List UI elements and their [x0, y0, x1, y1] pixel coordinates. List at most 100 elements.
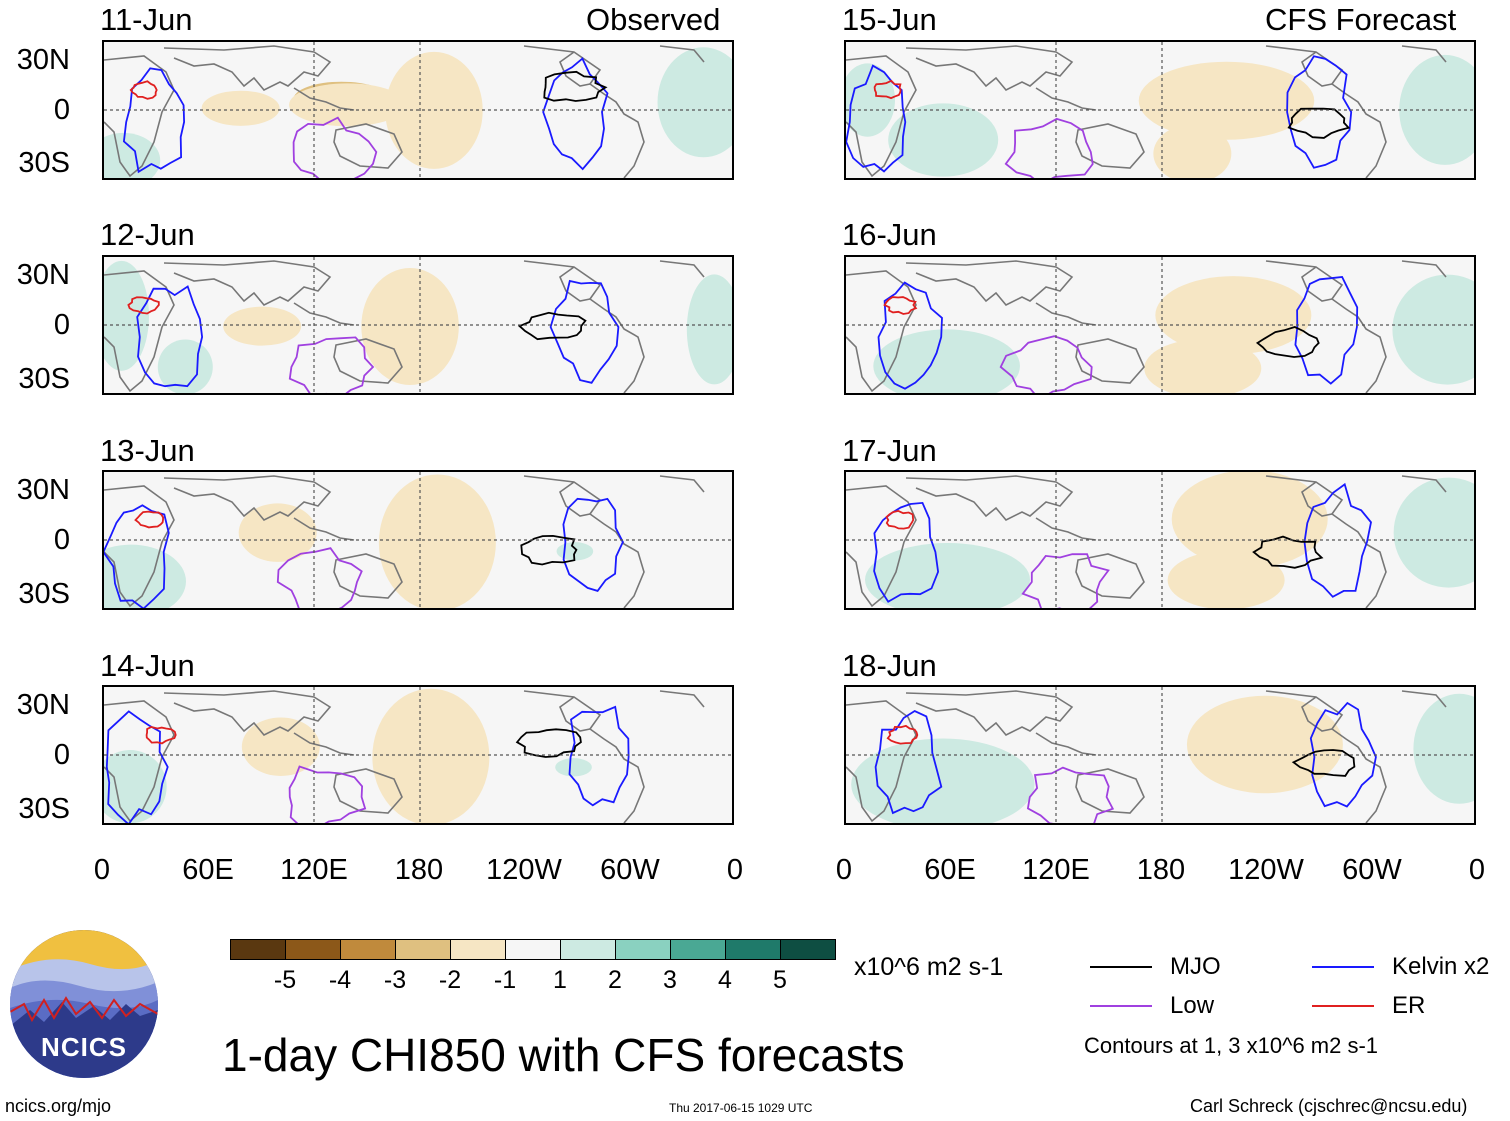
colorbar-swatch [560, 939, 616, 960]
anomaly-contour [877, 281, 943, 390]
y-label-eq: 0 [53, 94, 70, 126]
wet-anomaly-shading [1413, 693, 1474, 804]
ncics-logo: NCICS [10, 930, 158, 1078]
x-label: 60W [1342, 854, 1402, 886]
dry-anomaly-shading [372, 688, 490, 823]
wet-anomaly-shading [686, 274, 732, 385]
map-panel-forecast [844, 470, 1476, 610]
colorbar-swatch [725, 939, 781, 960]
x-label: 60E [924, 854, 976, 886]
dry-anomaly-shading [1171, 472, 1328, 568]
anomaly-contour [145, 726, 177, 745]
map-panel-observed [102, 685, 734, 825]
colorbar-swatch [505, 939, 561, 960]
logo-text: NCICS [41, 1032, 127, 1062]
colorbar-tick-label: 4 [718, 966, 732, 994]
y-label-30n: 30N [16, 44, 70, 76]
author-credit: Carl Schreck (cjschrec@ncsu.edu) [1190, 1096, 1468, 1116]
low-legend-line [1090, 1005, 1152, 1007]
panel-date-label: 16-Jun [842, 217, 937, 252]
anomaly-contour [276, 547, 363, 608]
dry-anomaly-shading [1138, 61, 1315, 140]
x-label: 180 [1136, 854, 1186, 886]
colorbar-tick-label: -5 [273, 966, 297, 994]
anomaly-contour [1026, 766, 1115, 823]
anomaly-contour [883, 296, 918, 315]
anomaly-contour [562, 497, 624, 592]
dry-anomaly-shading [289, 83, 407, 127]
colorbar-tick-label: -4 [328, 966, 352, 994]
dry-anomaly-shading [378, 474, 496, 608]
anomaly-contour [886, 724, 919, 745]
map-panel-observed [102, 40, 734, 180]
x-label: 0 [93, 854, 111, 886]
dry-anomaly-shading [385, 51, 483, 169]
map-panel-observed [102, 470, 734, 610]
dry-anomaly-shading [201, 90, 280, 126]
anomaly-contour [136, 285, 204, 388]
timestamp: Thu 2017-06-15 1029 UTC [669, 1101, 813, 1115]
mjo-legend-line [1090, 966, 1152, 968]
contour-note: Contours at 1, 3 x10^6 m2 s-1 [1084, 1033, 1379, 1058]
anomaly-contour [1004, 117, 1094, 178]
grid-lines [846, 687, 1474, 823]
panel-date-label: 13-Jun [100, 433, 195, 468]
wet-anomaly-shading [1392, 274, 1474, 385]
wet-anomaly-shading [104, 132, 161, 178]
colorbar-tick-label: 5 [773, 966, 787, 994]
site-link[interactable]: ncics.org/mjo [5, 1096, 112, 1116]
grid-lines [104, 472, 732, 608]
x-label: 0 [1468, 854, 1486, 886]
grid-lines [846, 257, 1474, 393]
panel-date-label: 14-Jun [100, 648, 195, 683]
anomaly-contour [129, 80, 158, 100]
dry-anomaly-shading [223, 306, 302, 346]
y-label-eq: 0 [53, 309, 70, 341]
colorbar-tick-label: -2 [438, 966, 462, 994]
y-label-eq: 0 [53, 739, 70, 771]
anomaly-contour [873, 79, 902, 100]
wet-anomaly-shading [851, 738, 1035, 823]
observed-title: Observed [586, 2, 721, 37]
colorbar-swatch [340, 939, 396, 960]
colorbar-units: x10^6 m2 s-1 [854, 953, 1004, 981]
colorbar-tick-label: 1 [553, 966, 567, 994]
wet-anomaly-shading [873, 329, 1020, 393]
wet-anomaly-shading [104, 260, 149, 371]
coastline-outline [104, 45, 705, 178]
grid-lines [104, 42, 732, 178]
y-label-eq: 0 [53, 524, 70, 556]
anomaly-contour [1291, 749, 1356, 777]
anomaly-contour [885, 509, 915, 530]
anomaly-contour [1286, 55, 1353, 169]
y-label-30s: 30S [18, 578, 70, 610]
x-label: 60E [182, 854, 234, 886]
wet-anomaly-shading [555, 758, 592, 777]
colorbar-tick-label: -1 [493, 966, 517, 994]
colorbar-swatch [230, 939, 286, 960]
y-label-30s: 30S [18, 363, 70, 395]
y-label-30n: 30N [16, 689, 70, 721]
map-panel-forecast [844, 255, 1476, 395]
dry-anomaly-shading [241, 717, 320, 776]
coastline-outline [846, 475, 1447, 608]
grid-lines [104, 687, 732, 823]
low-legend-label: Low [1170, 992, 1215, 1019]
anomaly-contour [104, 504, 170, 608]
anomaly-contour [520, 534, 578, 566]
panel-date-label: 12-Jun [100, 217, 195, 252]
dry-anomaly-shading [361, 268, 459, 386]
y-label-30s: 30S [18, 147, 70, 179]
anomaly-contour [288, 765, 367, 823]
panel-date-label: 15-Jun [842, 2, 937, 37]
coastline-outline [846, 260, 1447, 393]
anomaly-contour [543, 70, 608, 102]
wet-anomaly-shading [846, 63, 895, 137]
colorbar-swatch [395, 939, 451, 960]
y-label-30n: 30N [16, 474, 70, 506]
anomaly-contour [1252, 535, 1324, 569]
wet-anomaly-shading [888, 103, 999, 177]
x-label: 120W [486, 854, 562, 886]
anomaly-contour [1294, 276, 1359, 385]
wet-anomaly-shading [657, 47, 732, 158]
